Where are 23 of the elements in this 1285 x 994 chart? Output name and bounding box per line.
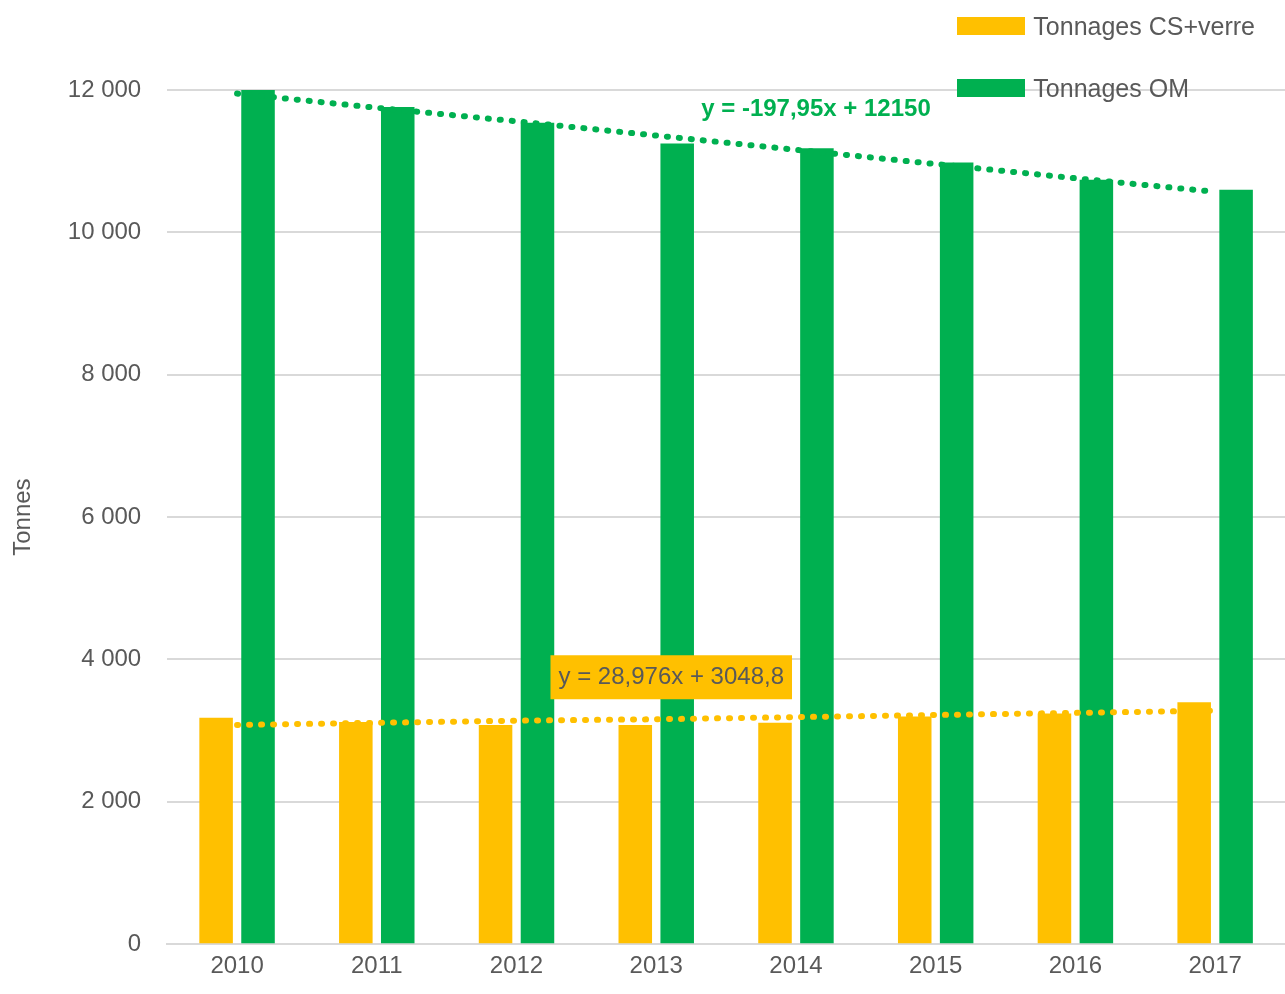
bar <box>758 722 792 944</box>
y-axis-title: Tonnes <box>8 478 36 556</box>
x-tick-label: 2010 <box>210 951 264 979</box>
x-tick-label: 2014 <box>769 951 823 979</box>
x-tick-label: 2013 <box>629 951 683 979</box>
x-tick-label: 2012 <box>489 951 544 979</box>
x-tick-label: 2016 <box>1048 951 1103 979</box>
bar <box>618 724 653 944</box>
x-tick-label: 2017 <box>1188 951 1242 979</box>
x-tick-label: 2011 <box>350 951 403 979</box>
y-tick-label: 6 000 <box>81 501 142 529</box>
y-tick-label: 0 <box>127 928 142 956</box>
y-tick-label: 12 000 <box>67 74 142 102</box>
legend-label: Tonnages CS+verre <box>1033 11 1255 41</box>
legend-label: Tonnages OM <box>1033 73 1189 103</box>
x-tick-label: 2015 <box>908 951 963 979</box>
y-tick-label: 4 000 <box>81 644 142 672</box>
annotation: y = -197,95x + 12150 <box>701 94 931 122</box>
y-tick-label: 8 000 <box>81 359 142 387</box>
y-tick-label: 10 000 <box>67 216 142 244</box>
bar <box>1219 189 1253 944</box>
y-tick-label: 2 000 <box>81 786 142 814</box>
annotation: y = 28,976x + 3048,8 <box>558 661 784 689</box>
